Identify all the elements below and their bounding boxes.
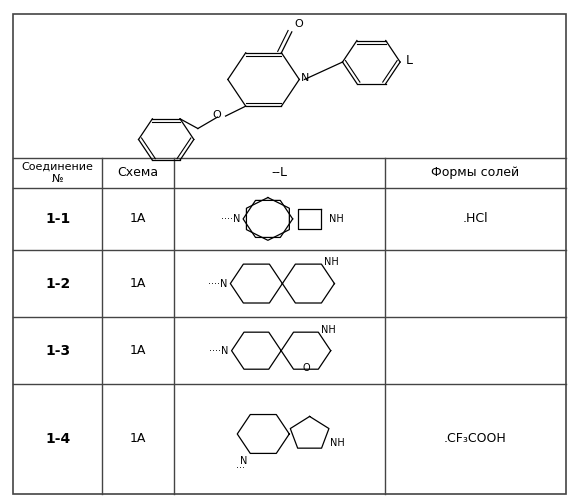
Text: 1A: 1A — [130, 212, 146, 226]
Text: NH: NH — [329, 214, 343, 224]
Text: 1-2: 1-2 — [45, 276, 70, 290]
Text: NH: NH — [324, 256, 339, 266]
Text: 1A: 1A — [130, 344, 146, 357]
Text: NH: NH — [321, 324, 335, 334]
Text: Соединение
№: Соединение № — [21, 162, 93, 184]
Text: ····N: ····N — [210, 346, 229, 356]
Text: ···: ··· — [236, 464, 244, 473]
Text: ····N: ····N — [208, 278, 228, 288]
Text: --L: --L — [272, 166, 287, 179]
Text: 1-1: 1-1 — [45, 212, 70, 226]
Text: NH: NH — [329, 438, 345, 448]
Text: .HCl: .HCl — [463, 212, 488, 226]
Text: .CF₃COOH: .CF₃COOH — [444, 432, 507, 446]
Text: 1A: 1A — [130, 277, 146, 290]
Text: 1-4: 1-4 — [45, 432, 70, 446]
Text: O: O — [294, 19, 303, 29]
Text: ····N: ····N — [221, 214, 240, 224]
Text: O: O — [302, 363, 310, 373]
Text: Схема: Схема — [118, 166, 159, 179]
Text: N: N — [301, 74, 309, 84]
Text: Формы солей: Формы солей — [431, 166, 519, 179]
Text: 1A: 1A — [130, 432, 146, 446]
Text: L: L — [406, 54, 413, 67]
Text: O: O — [212, 110, 221, 120]
Text: N: N — [240, 456, 247, 466]
Text: 1-3: 1-3 — [45, 344, 70, 357]
